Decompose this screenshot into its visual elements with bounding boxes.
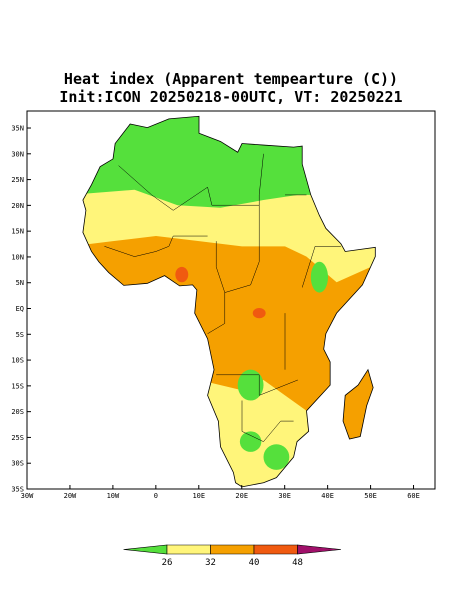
y-tick-label: EQ [16,305,24,313]
y-tick-label: 15N [11,228,24,236]
colorbar-label: 26 [162,558,173,568]
colorbar-label: 32 [205,558,216,568]
y-tick-label: 35S [11,486,24,494]
y-tick-label: 30N [11,150,24,158]
y-tick-label: 5N [16,279,24,287]
x-tick-label: 10E [192,492,205,500]
x-tick-label: 50E [364,492,377,500]
y-tick-label: 10N [11,253,24,261]
x-tick-label: 20E [235,492,248,500]
colorbar-patch [166,544,211,555]
map-frame [26,110,436,490]
y-tick-label: 30S [11,460,24,468]
subtitle: Init:ICON 20250218-00UTC, VT: 20250221 [59,88,402,106]
y-tick-label: 25S [11,434,24,442]
colorbar-patch [297,544,342,555]
x-tick-label: 60E [407,492,420,500]
x-tick-label: 10W [107,492,120,500]
x-tick-label: 0 [154,492,158,500]
y-tick-label: 15S [11,382,24,390]
x-tick-label: 20W [64,492,77,500]
y-tick-label: 5S [16,331,24,339]
colorbar-patch [253,544,298,555]
y-tick-label: 20N [11,202,24,210]
y-tick-label: 20S [11,408,24,416]
title: Heat index (Apparent tempearture (C)) [64,70,398,88]
y-tick-label: 25N [11,176,24,184]
x-tick-label: 30E [278,492,291,500]
x-tick-label: 30W [21,492,34,500]
colorbar-label: 40 [249,558,260,568]
x-tick-label: 40E [321,492,334,500]
y-tick-label: 10S [11,357,24,365]
y-tick-label: 35N [11,125,24,133]
colorbar-patch [210,544,255,555]
colorbar-label: 48 [292,558,303,568]
